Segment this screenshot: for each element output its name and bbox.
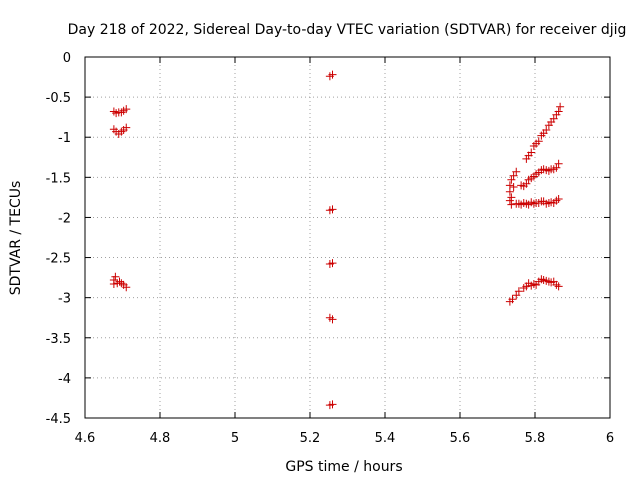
y-tick-label: -3.5 <box>46 332 71 347</box>
data-point <box>505 187 514 196</box>
chart-title: Day 218 of 2022, Sidereal Day-to-day VTE… <box>68 22 627 38</box>
data-point <box>522 179 531 188</box>
y-tick-label: 0 <box>63 51 71 66</box>
data-point <box>328 259 337 268</box>
y-tick-label: -2.5 <box>46 252 71 267</box>
y-tick-label: -1 <box>58 131 71 146</box>
data-point <box>507 175 516 184</box>
tick-labels: 4.6 4.8 5 5.2 5.4 5.6 5.8 6 0 -0.5 -1 -1.5 -2 -2.5 -3 -… <box>46 51 615 446</box>
data-point <box>109 280 118 289</box>
data-point <box>542 126 551 135</box>
data-point <box>514 287 523 296</box>
data-point <box>554 107 563 116</box>
data-point <box>549 114 558 123</box>
grid-lines <box>85 57 610 418</box>
y-tick-label: -3 <box>58 292 71 307</box>
y-tick-label: -4 <box>58 372 71 387</box>
plot-frame <box>84 56 611 419</box>
y-tick-label: -0.5 <box>46 91 71 106</box>
data-point <box>507 193 516 202</box>
x-tick-label: 5.4 <box>375 431 396 446</box>
x-tick-label: 6 <box>606 431 614 446</box>
x-axis-label: GPS time / hours <box>285 459 402 475</box>
x-tick-label: 5 <box>231 431 239 446</box>
data-point <box>512 291 521 300</box>
data-points <box>109 70 565 410</box>
data-point <box>527 148 536 157</box>
x-tick-label: 5.6 <box>450 431 471 446</box>
data-point <box>505 196 514 205</box>
data-point <box>328 400 337 409</box>
y-tick-label: -1.5 <box>46 171 71 186</box>
x-tick-label: 4.8 <box>150 431 171 446</box>
data-point <box>509 171 518 180</box>
y-axis-label: SDTVAR / TECUs <box>8 181 24 296</box>
data-point <box>512 167 521 176</box>
x-tick-label: 5.8 <box>525 431 546 446</box>
y-tick-label: -4.5 <box>46 412 71 427</box>
data-point <box>122 123 131 132</box>
data-point <box>554 282 563 291</box>
data-point <box>122 283 131 292</box>
data-point <box>552 163 561 172</box>
data-point <box>507 200 516 209</box>
data-point <box>509 182 518 191</box>
x-tick-label: 5.2 <box>300 431 321 446</box>
data-point <box>556 102 565 111</box>
data-point <box>328 205 337 214</box>
data-point <box>115 277 124 286</box>
y-tick-label: -2 <box>58 211 71 226</box>
x-tick-label: 4.6 <box>75 431 96 446</box>
data-point <box>122 105 131 114</box>
data-point <box>508 295 517 304</box>
data-point <box>554 194 563 203</box>
data-point <box>534 137 543 146</box>
data-point <box>328 315 337 324</box>
data-point <box>328 70 337 79</box>
data-point <box>111 272 120 281</box>
data-point <box>554 159 563 168</box>
